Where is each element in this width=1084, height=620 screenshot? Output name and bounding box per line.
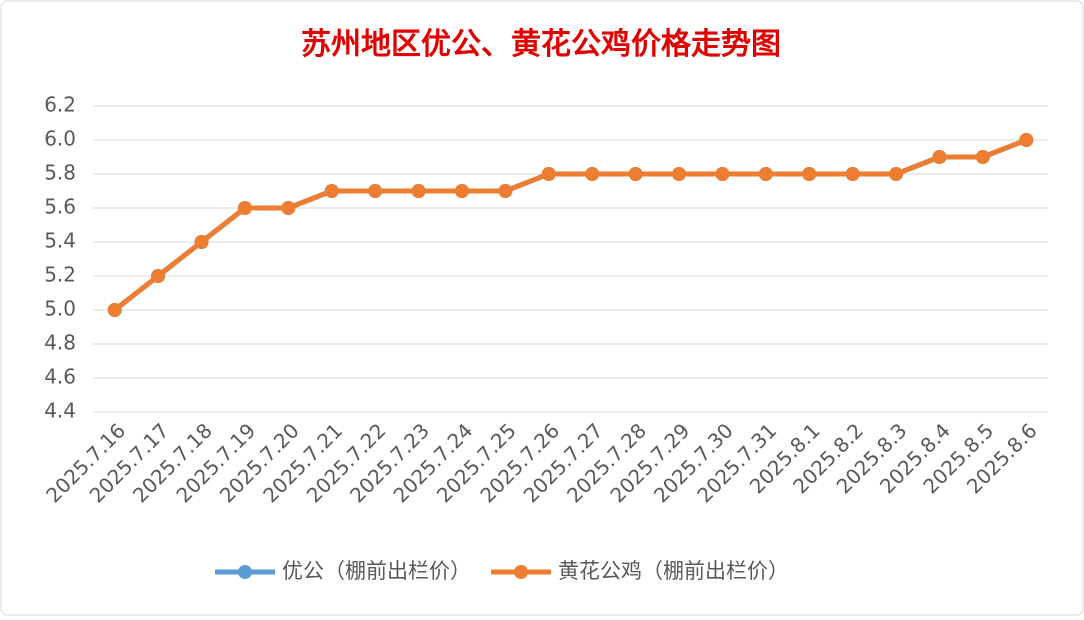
data-point — [585, 167, 600, 181]
y-tick-label: 5.6 — [44, 195, 76, 219]
y-tick-label: 5.2 — [44, 263, 76, 287]
chart-title: 苏州地区优公、黄花公鸡价格走势图 — [301, 27, 781, 62]
data-point — [1019, 133, 1034, 147]
data-point — [975, 150, 990, 164]
data-point — [194, 235, 209, 249]
data-point — [107, 303, 122, 317]
data-point — [932, 150, 947, 164]
data-point — [454, 184, 469, 198]
y-tick-label: 4.4 — [44, 399, 76, 423]
y-tick-label: 6.0 — [44, 127, 76, 151]
y-tick-label: 5.8 — [44, 161, 76, 185]
data-point — [889, 167, 904, 181]
data-point — [237, 201, 252, 215]
data-point — [541, 167, 556, 181]
y-tick-label: 5.0 — [44, 297, 76, 321]
y-tick-label: 5.4 — [44, 229, 76, 253]
y-tick-label: 4.6 — [44, 365, 76, 389]
legend-label: 优公（棚前出栏价） — [282, 559, 471, 583]
data-point — [368, 184, 383, 198]
data-point — [672, 167, 687, 181]
data-point — [281, 201, 296, 215]
data-point — [411, 184, 426, 198]
data-point — [715, 167, 730, 181]
legend-marker — [238, 565, 252, 579]
legend-marker — [514, 565, 528, 579]
data-point — [758, 167, 773, 181]
data-point — [628, 167, 643, 181]
data-point — [324, 184, 339, 198]
data-point — [845, 167, 860, 181]
data-point — [802, 167, 817, 181]
data-point — [151, 269, 166, 283]
series-line — [113, 137, 1028, 312]
legend-label: 黄花公鸡（棚前出栏价） — [558, 559, 789, 583]
y-tick-label: 6.2 — [44, 93, 76, 117]
data-point — [498, 184, 513, 198]
y-tick-label: 4.8 — [44, 331, 76, 355]
